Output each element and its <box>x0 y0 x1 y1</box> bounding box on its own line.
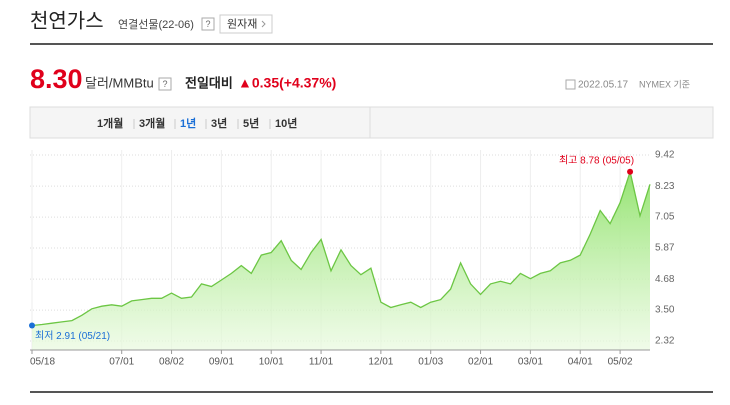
change-label: 전일대비 <box>185 75 233 90</box>
annotation: 최고 8.78 (05/05) <box>559 154 634 166</box>
tab[interactable]: 1개월 <box>97 116 123 130</box>
category-button[interactable] <box>219 14 273 34</box>
calendar-icon <box>565 79 576 90</box>
x-tick-label: 01/03 <box>418 357 443 368</box>
x-tick-label: 05/18 <box>30 357 55 368</box>
y-tick-label: 3.50 <box>655 305 675 316</box>
help-icon[interactable]: ? <box>205 19 210 29</box>
x-tick-label: 07/01 <box>109 357 134 368</box>
tab[interactable]: 3개월 <box>139 116 165 130</box>
x-tick-label: 08/02 <box>159 357 184 368</box>
y-tick-label: 9.42 <box>655 150 675 161</box>
x-tick-label: 02/01 <box>468 357 493 368</box>
title: 천연가스 <box>30 9 104 32</box>
x-tick-label: 09/01 <box>209 357 234 368</box>
price-unit: 달러/MMBtu <box>85 75 154 90</box>
category-button-label[interactable]: 원자재 <box>227 17 257 30</box>
extreme-point <box>627 168 634 175</box>
x-tick-label: 10/01 <box>259 357 284 368</box>
chevron <box>261 20 266 28</box>
y-tick-label: 8.23 <box>655 181 675 192</box>
x-tick-label: 03/01 <box>518 357 543 368</box>
tab[interactable]: 10년 <box>275 116 297 130</box>
help-icon[interactable]: ? <box>162 79 167 89</box>
area <box>32 171 650 350</box>
tab[interactable]: 1년 <box>180 116 196 130</box>
tab[interactable]: 3년 <box>211 116 227 130</box>
line <box>31 169 651 327</box>
y-tick-label: 7.05 <box>655 212 675 223</box>
tab[interactable]: 5년 <box>243 116 259 130</box>
y-tick-label: 5.87 <box>655 243 675 254</box>
change: ▲0.35(+4.37%) <box>238 75 336 91</box>
y-tick-label: 4.68 <box>655 274 675 285</box>
x-tick-label: 12/01 <box>368 357 393 368</box>
subtitle: 연결선물(22-06) <box>118 18 194 31</box>
quote-date: 2022.05.17 <box>578 80 628 91</box>
x-tick-label: 04/01 <box>568 357 593 368</box>
x-tick-label: 05/02 <box>608 357 633 368</box>
price: 8.30 <box>30 64 83 94</box>
help-box[interactable] <box>201 17 215 31</box>
x-tick-label: 11/01 <box>309 357 334 368</box>
extreme-point <box>29 322 35 329</box>
help-box[interactable] <box>158 77 172 91</box>
y-tick-label: 2.32 <box>655 336 675 347</box>
quote-source: NYMEX 기준 <box>639 79 690 89</box>
tab-bar <box>29 106 714 139</box>
annotation: 최저 2.91 (05/21) <box>35 330 110 342</box>
